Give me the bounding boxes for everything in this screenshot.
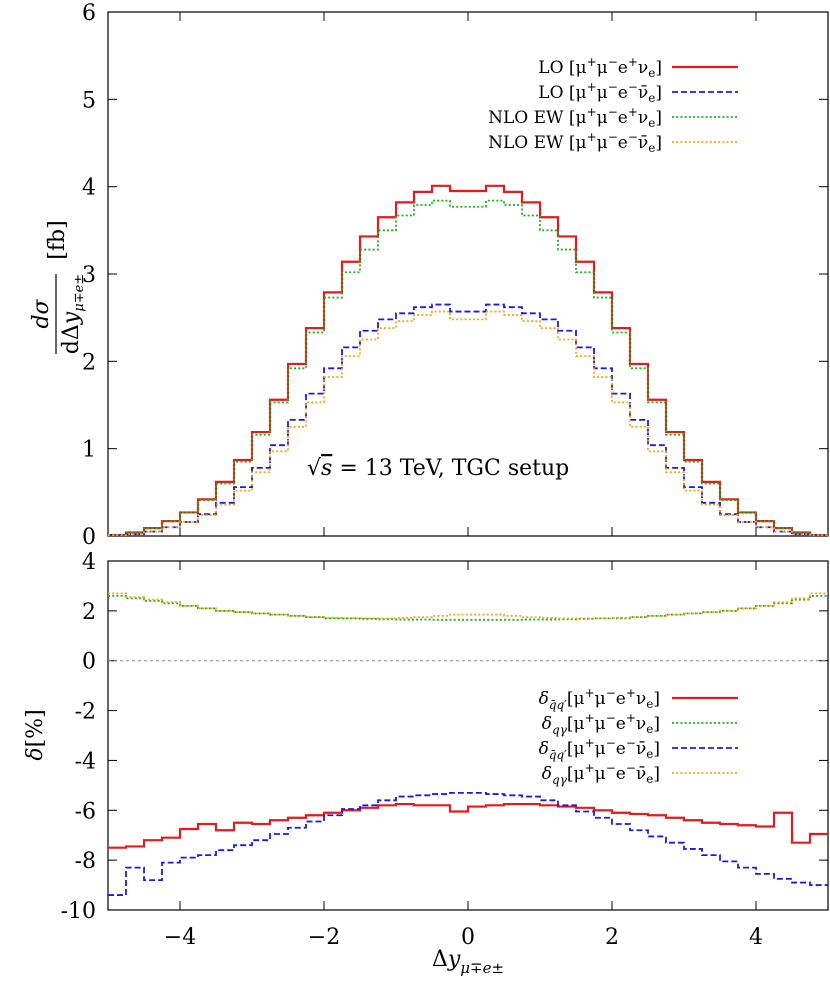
bottom-legend-label-3: δq̄q′[μ+μ−e−ν̄e] — [539, 736, 660, 762]
top-ytick-label-0: 0 — [82, 525, 96, 550]
bottom-series-2-line — [108, 595, 828, 621]
bottom-ytick-label-4: -2 — [75, 700, 96, 725]
top-panel: 0 1 2 3 4 5 6 dσ dΔyμ∓e± [fb] √s = 13 TeV, TGC… — [29, 1, 829, 550]
top-legend-entry-3: NLO EW [μ+μ−e+νe] — [488, 105, 738, 130]
bottom-legend-entry-4: δqγ[μ+μ−e−ν̄e] — [542, 761, 738, 787]
top-ylabel: dσ dΔyμ∓e± [fb] — [29, 220, 87, 354]
top-annotation: √s = 13 TeV, TGC setup — [307, 456, 569, 481]
top-panel-ticks: 0 1 2 3 4 5 6 — [82, 1, 828, 550]
top-panel-series — [108, 184, 828, 536]
bottom-ytick-label-2: -6 — [75, 799, 96, 824]
top-legend-label-2: LO [μ+μ−e−ν̄e] — [538, 80, 662, 105]
bottom-xtick-label-4: 4 — [749, 925, 763, 950]
bottom-series-4-line — [108, 592, 828, 620]
x-axis-title: Δyμ∓e± — [432, 947, 504, 977]
top-ylabel-unit: [fb] — [45, 220, 70, 259]
top-legend-entry-4: NLO EW [μ+μ−e−ν̄e] — [488, 130, 738, 155]
top-legend-label-1: LO [μ+μ−e+νe] — [538, 55, 662, 80]
top-ytick-label-5: 5 — [82, 88, 96, 113]
top-ytick-label-3: 3 — [82, 263, 96, 288]
top-series-2-line — [108, 303, 828, 536]
top-legend-entry-1: LO [μ+μ−e+νe] — [538, 55, 738, 80]
bottom-xtick-label-0: −4 — [164, 925, 196, 950]
bottom-panel-series — [108, 592, 828, 896]
bottom-ytick-label-1: -8 — [75, 849, 96, 874]
top-ylabel-numerator: dσ — [29, 298, 54, 328]
bottom-ytick-label-7: 4 — [82, 550, 96, 575]
bottom-legend-label-2: δqγ[μ+μ−e+νe] — [542, 711, 660, 737]
bottom-series-3-line — [108, 791, 828, 896]
bottom-xtick-label-3: 2 — [605, 925, 619, 950]
bottom-xtick-label-1: −2 — [308, 925, 340, 950]
bottom-ytick-label-0: -10 — [61, 899, 96, 924]
bottom-legend: δq̄q′[μ+μ−e+νe] δqγ[μ+μ−e+νe] δq̄q′[μ+μ−… — [539, 686, 738, 787]
bottom-legend-label-1: δq̄q′[μ+μ−e+νe] — [539, 686, 660, 712]
bottom-ylabel: δ[%] — [23, 709, 48, 760]
top-legend-label-4: NLO EW [μ+μ−e−ν̄e] — [488, 130, 662, 155]
bottom-panel: -10 -8 -6 -4 -2 0 2 4 −4 −2 0 2 4 δ[%] δq̄q′[μ+μ−e+ν… — [23, 550, 829, 977]
bottom-ytick-label-6: 2 — [82, 600, 96, 625]
top-ytick-label-2: 2 — [82, 350, 96, 375]
top-ylabel-denominator: dΔyμ∓e± — [59, 274, 87, 354]
bottom-panel-ticks: -10 -8 -6 -4 -2 0 2 4 −4 −2 0 2 4 — [61, 550, 828, 950]
top-legend-label-3: NLO EW [μ+μ−e+νe] — [488, 105, 662, 130]
bottom-legend-entry-1: δq̄q′[μ+μ−e+νe] — [539, 686, 738, 712]
bottom-series-1-line — [108, 802, 828, 849]
top-legend-entry-2: LO [μ+μ−e−ν̄e] — [538, 80, 738, 105]
top-series-3-line — [108, 199, 828, 536]
top-ytick-label-4: 4 — [82, 176, 96, 201]
bottom-ytick-label-3: -4 — [75, 749, 96, 774]
top-ytick-label-1: 1 — [82, 438, 96, 463]
bottom-legend-label-4: δqγ[μ+μ−e−ν̄e] — [542, 761, 660, 787]
bottom-legend-entry-2: δqγ[μ+μ−e+νe] — [542, 711, 738, 737]
bottom-xtick-label-2: 0 — [461, 925, 475, 950]
bottom-ytick-label-5: 0 — [82, 650, 96, 675]
top-legend: LO [μ+μ−e+νe] LO [μ+μ−e−ν̄e] NLO EW [μ+μ… — [488, 55, 738, 155]
bottom-legend-entry-3: δq̄q′[μ+μ−e−ν̄e] — [539, 736, 738, 762]
top-series-1-line — [108, 184, 828, 536]
top-ytick-label-6: 6 — [82, 1, 96, 26]
top-series-4-line — [108, 310, 828, 536]
